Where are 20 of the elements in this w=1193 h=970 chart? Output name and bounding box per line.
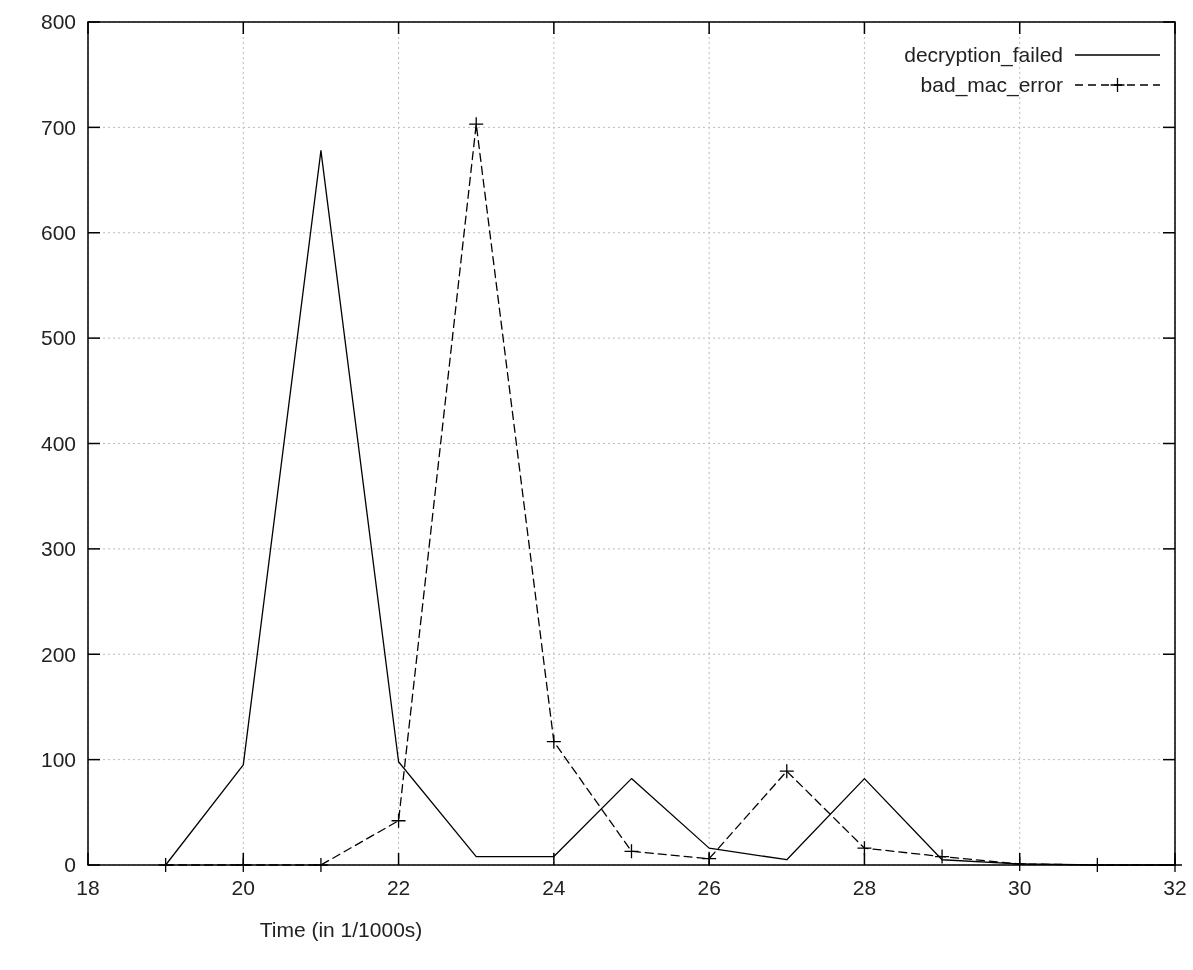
- x-tick-label: 18: [76, 876, 100, 899]
- y-tick-label: 800: [40, 10, 76, 34]
- x-tick-label: 32: [1163, 876, 1187, 899]
- y-tick-label: 500: [40, 326, 76, 350]
- x-tick-label: 28: [852, 876, 877, 899]
- y-tick-label: 600: [40, 221, 76, 245]
- y-tick-label: 200: [40, 642, 76, 666]
- legend-label: bad_mac_error: [920, 73, 1064, 98]
- x-tick-label: 26: [697, 876, 721, 899]
- y-tick-label: 700: [40, 115, 76, 139]
- y-tick-label: 100: [40, 747, 76, 771]
- x-axis-title: Time (in 1/1000s): [259, 918, 423, 941]
- legend-label: decryption_failed: [904, 43, 1063, 68]
- x-tick-label: 30: [1008, 876, 1032, 899]
- x-tick-label: 24: [542, 876, 566, 899]
- y-tick-label: 300: [40, 537, 76, 561]
- y-tick-label: 400: [40, 431, 76, 455]
- x-tick-label: 22: [386, 876, 411, 899]
- x-tick-label: 20: [231, 876, 255, 899]
- y-tick-label: 0: [64, 853, 76, 877]
